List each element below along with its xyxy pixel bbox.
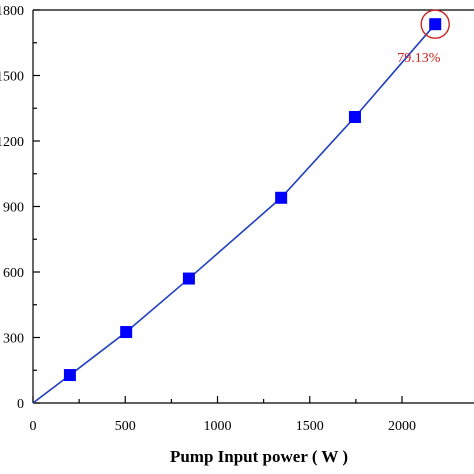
x-tick-label: 1500 <box>296 419 324 434</box>
data-point-marker <box>182 272 195 285</box>
annotation-group: 79.13% <box>397 9 450 66</box>
x-tick-label: 1000 <box>204 419 232 434</box>
x-tick-label: 0 <box>30 419 37 434</box>
x-tick-label: 500 <box>115 419 136 434</box>
y-tick-label: 1200 <box>0 135 24 150</box>
data-point-marker <box>63 369 76 382</box>
x-axis-ticks: 0 500 1000 1500 2000 <box>30 396 416 434</box>
plot-frame <box>32 9 474 404</box>
annotation-label: 79.13% <box>397 51 441 66</box>
y-tick-label: 600 <box>3 266 24 281</box>
series-line <box>32 23 436 404</box>
y-tick-label: 1500 <box>0 70 24 85</box>
annotation-circle <box>420 9 450 39</box>
y-tick-label: 300 <box>3 332 24 347</box>
data-point-marker <box>120 326 133 339</box>
y-tick-label: 0 <box>17 397 24 412</box>
y-axis-ticks: 0 300 600 900 1200 1500 1800 <box>0 4 40 412</box>
data-point-marker <box>348 110 361 123</box>
x-tick-label: 2000 <box>388 419 416 434</box>
data-point-marker <box>275 191 288 204</box>
data-point-marker <box>429 18 442 31</box>
y-tick-label: 900 <box>3 201 24 216</box>
series-group <box>32 18 442 404</box>
x-axis-title: Pump Input power ( W ) <box>170 447 348 466</box>
y-tick-label: 1800 <box>0 4 24 19</box>
